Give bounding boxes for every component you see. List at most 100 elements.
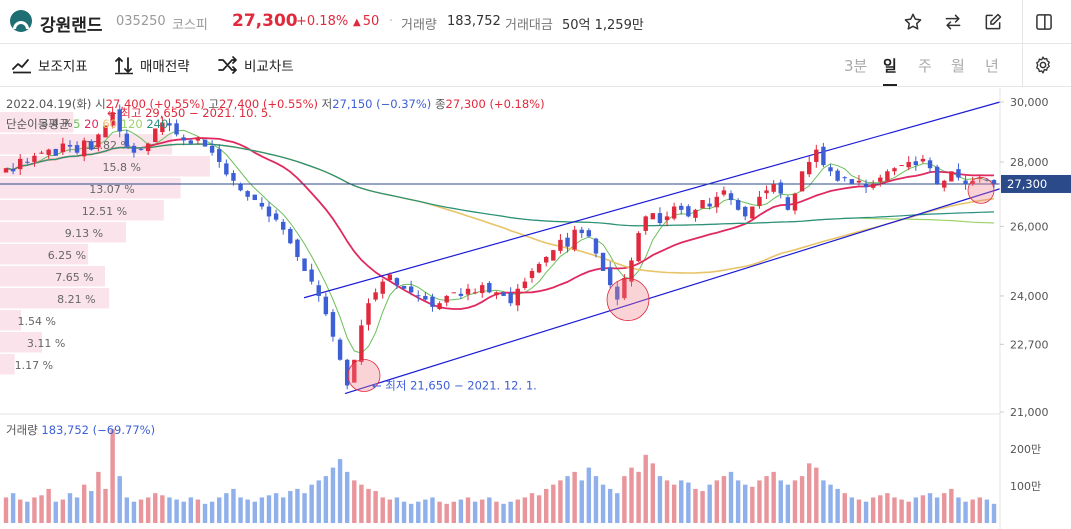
volume-profile-label: 1.17 % <box>15 359 53 372</box>
volume-profile: 3.4 %12.82 %15.8 %13.07 %12.51 %9.13 %6.… <box>0 112 210 375</box>
candle-body <box>750 206 755 219</box>
volume-bar <box>963 501 968 523</box>
volume-bar <box>394 497 400 523</box>
candle-body <box>679 205 684 210</box>
price-chart[interactable]: 3.4 %12.82 %15.8 %13.07 %12.51 %9.13 %6.… <box>0 88 1071 529</box>
volume-bar <box>131 501 137 523</box>
volume-bar <box>991 503 997 523</box>
volume-bar <box>622 476 627 523</box>
candle-body <box>785 197 791 210</box>
edit-icon[interactable] <box>981 10 1005 34</box>
candle-body <box>302 258 307 271</box>
high-annotation: ← 최고 29,650 − 2021. 10. 5. <box>107 106 272 120</box>
volume-bar <box>174 499 179 523</box>
ohlc-date: 2022.04.19(화) <box>6 97 92 111</box>
price-tick-label: 21,000 <box>1010 406 1049 419</box>
gear-icon[interactable] <box>1031 53 1055 77</box>
volume-profile-label: 8.21 % <box>57 293 95 306</box>
volume-bar <box>728 471 734 523</box>
header-divider <box>1022 0 1023 44</box>
volume-bar <box>53 501 58 523</box>
candle-body <box>622 278 627 299</box>
swap-icon[interactable] <box>941 10 965 34</box>
price-tick-label: 26,000 <box>1010 220 1049 233</box>
candle-body <box>18 158 23 170</box>
open-value: 27,400 (+0.55%) <box>105 97 205 111</box>
stock-header: 강원랜드 035250 코스피 27,300 +0.18% ▲ 50 · 거래량 … <box>0 0 1071 44</box>
volume-bar <box>209 501 215 523</box>
candle-body <box>949 171 954 182</box>
volume-bar <box>309 484 314 523</box>
strategy-button[interactable]: 매매전략 <box>114 54 190 76</box>
compare-label: 비교차트 <box>244 59 294 75</box>
candle-body <box>451 292 457 294</box>
volume-profile-bar <box>0 332 42 353</box>
candle-body <box>543 256 549 263</box>
volume-bar <box>323 476 329 523</box>
volume-bar <box>117 476 122 523</box>
candle-body <box>174 123 179 135</box>
candle-body <box>153 128 158 143</box>
volume-bar <box>679 480 684 523</box>
volume-bar <box>579 480 584 523</box>
candle-body <box>373 292 378 300</box>
open-label: 시 <box>95 97 106 111</box>
compare-button[interactable]: 비교차트 <box>218 54 294 76</box>
compare-icon <box>218 56 237 74</box>
volume-bar <box>536 495 542 523</box>
volume-bar <box>799 476 805 523</box>
ma120-legend: 120 <box>120 117 143 131</box>
ma20-legend: 20 <box>84 117 99 131</box>
volume-bar <box>977 497 982 523</box>
candle-body <box>103 125 108 138</box>
volume-bar <box>188 497 194 523</box>
volume-bar <box>806 463 812 523</box>
panel-icon[interactable] <box>1032 10 1056 34</box>
candle-body <box>721 190 727 195</box>
candle-body <box>46 149 51 155</box>
candle-body <box>650 213 656 220</box>
candle-body <box>252 194 257 201</box>
stock-code: 035250 <box>116 14 166 29</box>
price-tick-label: 24,000 <box>1010 290 1049 303</box>
volume-bar <box>437 501 442 523</box>
candle-body <box>607 267 613 286</box>
candle-body <box>579 229 584 234</box>
volume-profile-bar <box>0 156 210 177</box>
candle-body <box>387 274 393 281</box>
period-day[interactable]: 일 <box>883 57 897 86</box>
candle-body <box>110 112 115 126</box>
star-icon[interactable] <box>901 10 925 34</box>
ma-legend[interactable]: 단순이동평균 5 20 60 120 240 <box>6 116 168 132</box>
period-month[interactable]: 월 <box>951 57 965 75</box>
period-3min[interactable]: 3분 <box>844 57 868 75</box>
volume-bar <box>913 497 919 523</box>
volume-profile-label: 3.11 % <box>27 337 65 350</box>
candle-body <box>3 168 9 173</box>
candle-body <box>991 180 997 184</box>
strategy-label: 매매전략 <box>140 59 190 75</box>
candle-body <box>529 270 535 278</box>
volume-profile-bar <box>0 178 181 199</box>
candle-body <box>145 143 151 152</box>
volume-bar <box>344 471 350 523</box>
volume-profile-label: 6.25 % <box>48 249 86 262</box>
volume-bar <box>451 501 457 523</box>
candle-body <box>693 209 698 218</box>
stock-name[interactable]: 강원랜드 <box>40 16 103 36</box>
candle-body <box>707 203 712 207</box>
candle-body <box>494 292 499 296</box>
volume-bar <box>423 499 428 523</box>
period-week[interactable]: 주 <box>918 57 932 75</box>
period-year[interactable]: 년 <box>985 57 999 75</box>
candle-body <box>32 155 37 162</box>
candle-body <box>295 239 300 257</box>
candle-body <box>615 286 620 300</box>
volume-bar <box>110 429 115 523</box>
change-amount: 50 <box>362 14 380 29</box>
indicator-button[interactable]: 보조지표 <box>12 54 88 76</box>
candle-body <box>899 165 904 167</box>
volume-bar <box>145 497 151 523</box>
candle-body <box>273 213 279 220</box>
candle-body <box>423 295 428 300</box>
